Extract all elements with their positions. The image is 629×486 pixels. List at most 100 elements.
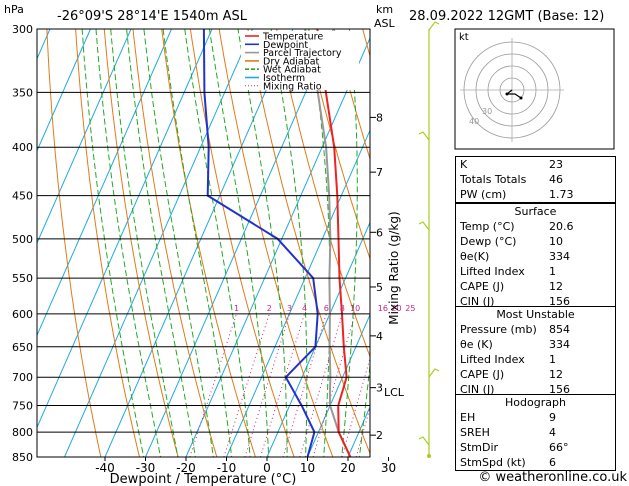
credit-text: © weatheronline.co.uk: [478, 470, 627, 485]
wind-barb: [418, 131, 430, 141]
wet-adiabat-line: [81, 29, 145, 457]
mixing-ratio-labels: 1 2 3 4 6 8 10 16 20 25: [234, 304, 416, 313]
hodo-row: StmDir 66°: [460, 441, 569, 454]
km-tick-label: 2: [376, 429, 383, 442]
mixing-ratio-label: 2: [267, 304, 272, 313]
isotherm-line: [64, 29, 253, 457]
legend-label: Mixing Ratio: [263, 81, 322, 92]
dry-adiabat-line: [46, 29, 102, 457]
isotherm-line: [185, 36, 370, 457]
km-tick-label: 8: [376, 111, 383, 124]
location-title: -26°09'S 28°14'E 1540m ASL: [57, 9, 248, 24]
pressure-tick-label: 750: [12, 400, 33, 413]
wet-adiabat-line: [126, 29, 196, 457]
mixing-ratio-line: [312, 313, 356, 457]
pressure-tick-label: 500: [12, 233, 33, 246]
pressure-tick-label: 600: [12, 308, 33, 321]
isotherm-line: [37, 29, 132, 245]
legend-label: Wet Adiabat: [263, 65, 321, 76]
isotherm-line: [266, 221, 370, 457]
dry-adiabat-line: [333, 29, 370, 161]
dry-adiabat-line: [132, 29, 218, 457]
pressure-tick-label: 400: [12, 141, 33, 154]
isotherm-line: [37, 29, 91, 153]
x-tick-label: 20: [340, 461, 355, 475]
hodograph-frame: [454, 28, 615, 150]
dry-adiabat-line: [75, 29, 140, 457]
surface-row: CAPE (J) 12: [460, 280, 563, 293]
legend-box: [241, 31, 359, 90]
pressure-tick-label: 550: [12, 272, 33, 285]
x-tick-label: 10: [300, 461, 315, 475]
mu-row: Pressure (mb) 854: [460, 323, 570, 336]
wind-barb: [418, 221, 430, 231]
km-label: km: [376, 3, 393, 16]
dry-adiabat-line: [276, 29, 370, 359]
mixing-ratio-line: [282, 313, 327, 457]
km-tick-label: 3: [376, 382, 383, 395]
pressure-tick-label: 800: [12, 426, 33, 439]
isotherm-line: [37, 29, 213, 429]
background-grid: [37, 29, 370, 457]
hodograph-point: [505, 92, 509, 96]
hodograph-ring-label: 40: [469, 117, 479, 126]
x-tick-label: -30: [136, 461, 156, 475]
wind-barbs: [418, 21, 440, 458]
legend-label: Dewpoint: [263, 40, 308, 51]
dry-adiabat-line: [247, 29, 370, 455]
isotherm-line: [145, 29, 334, 457]
wind-barb: [418, 436, 430, 446]
km-tick-label: 5: [376, 281, 383, 294]
pressure-tick-label: 350: [12, 86, 33, 99]
mixing-ratio-label: 6: [324, 304, 329, 313]
hodograph-kt-label: kt: [459, 32, 469, 43]
parcel-trajectory: [304, 29, 352, 457]
legend-label: Temperature: [262, 32, 323, 43]
dry-adiabat-line: [218, 29, 334, 457]
wet-adiabat-line: [95, 29, 162, 457]
hodo-row: EH 9: [460, 411, 556, 424]
mu-row: CAPE (J) 12: [460, 368, 563, 381]
isotherm-line: [307, 313, 370, 457]
mixing-ratio-label: 20: [391, 304, 401, 313]
mu-row: Lifted Index 1: [460, 353, 556, 366]
index-row-k: K 23: [460, 158, 563, 171]
indices-table: K 23 Totals Totals 46 PW (cm) 1.73: [455, 156, 616, 203]
surface-table: Surface Temp (°C) 20.6 Dewp (°C) 10 θe(K) 3…: [455, 203, 616, 310]
wet-adiabat-line: [358, 361, 370, 457]
dry-adiabat-line: [161, 29, 256, 457]
x-tick-label: -20: [176, 461, 196, 475]
x-tick-label: 0: [263, 461, 271, 475]
pressure-tick-label: 650: [12, 341, 33, 354]
surface-row: Temp (°C) 20.6: [460, 220, 574, 233]
hodograph-trace: [505, 89, 522, 99]
surface-row: Lifted Index 1: [460, 265, 556, 278]
mixing-ratio-label: 4: [302, 304, 307, 313]
surface-title: Surface: [514, 205, 557, 218]
wind-barb: [428, 21, 440, 31]
dry-adiabat-line: [103, 29, 179, 457]
pressure-tick-label: 300: [12, 23, 33, 36]
most-unstable-title: Most Unstable: [496, 308, 575, 321]
mixing-ratio-label: 25: [405, 304, 415, 313]
mixing-ratio-line: [299, 313, 343, 457]
most-unstable-table: Most Unstable Pressure (mb) 854 θe (K) 334…: [455, 306, 616, 398]
legend-label: Parcel Trajectory: [263, 48, 342, 59]
hpa-label: hPa: [4, 3, 24, 16]
asl-label: ASL: [374, 17, 396, 30]
hodograph-table: Hodograph EH 9 SREH 4 StmDir 66° StmSpd (kt…: [455, 394, 616, 471]
wind-barb: [428, 368, 440, 378]
wet-adiabat-line: [184, 29, 251, 457]
x-tick-label: 30: [381, 461, 396, 475]
mixing-ratio-axis-title: Mixing Ratio (g/kg): [387, 211, 401, 324]
dewpoint-profile: [202, 29, 319, 457]
lcl-label: LCL: [384, 386, 405, 399]
hodograph-ring-label: 30: [482, 107, 492, 116]
hodograph-point: [519, 96, 523, 100]
hodo-row: StmSpd (kt) 6: [460, 456, 556, 469]
mixing-ratio-label: 3: [287, 304, 292, 313]
x-axis-title: Dewpoint / Temperature (°C): [110, 472, 297, 486]
axes: 300350400450500550600650700750800850-40-…: [12, 23, 405, 475]
